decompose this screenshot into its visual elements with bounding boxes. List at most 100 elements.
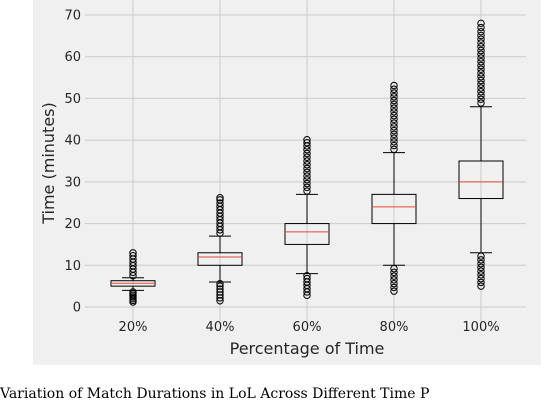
outlier-point [303,138,311,147]
outlier-point [129,288,137,296]
outlier-point [390,100,398,108]
x-tick-labels: 20% 40% 60% 80% 100% [119,320,500,335]
box-iqr [284,223,330,245]
outlier-point [303,187,311,195]
x-tick-label: 80% [380,320,409,335]
y-axis-label: Time (minutes) [39,102,58,225]
figure-caption: Variation of Match Durations in LoL Acro… [0,386,430,400]
outlier-point [477,73,485,81]
outlier-point [216,285,224,293]
outlier-point [390,130,398,139]
outlier-point [303,157,311,165]
outlier-point [477,23,485,32]
outlier-point [390,141,398,150]
outlier-point [477,35,485,43]
outlier-point [477,27,485,36]
x-tick-label: 20% [119,320,148,335]
outlier-point [390,264,398,273]
box-80-percent [371,81,417,295]
outlier-point [390,111,398,120]
y-tick-label: 30 [64,175,81,190]
outlier-point [477,46,485,55]
outlier-point [390,85,398,93]
outlier-point [216,294,224,302]
outlier-point [216,291,224,299]
outlier-point [477,61,485,70]
outlier-point [216,196,224,204]
outlier-point [303,149,311,158]
outlier-point [216,199,224,207]
box-20-percent [110,249,156,306]
outlier-point [390,279,398,288]
y-tick-label: 70 [64,9,81,24]
outlier-point [303,164,311,173]
outlier-point [390,104,398,112]
box-100-percent [458,19,504,290]
outlier-point [477,43,485,51]
outlier-point [477,282,485,290]
outlier-point [129,249,137,257]
boxes [110,19,504,306]
outlier-point [390,115,398,123]
x-tick-label: 40% [206,320,235,335]
box-iqr [371,193,417,225]
outlier-point [477,95,485,103]
outlier-point [390,272,398,280]
outlier-point [216,288,224,296]
y-tick-label: 10 [64,259,81,274]
outlier-point [390,287,398,295]
outlier-point [477,65,485,73]
outlier-point [477,91,485,100]
outlier-point [477,58,485,66]
outlier-point [303,274,311,283]
outlier-point [477,80,485,88]
outlier-point [390,81,398,90]
outlier-point [477,278,485,287]
outlier-point [477,256,485,264]
outlier-point [390,108,398,116]
box-40-percent [197,194,243,305]
outlier-point [477,259,485,268]
y-tick-label: 0 [73,301,81,316]
outlier-point [477,88,485,96]
outlier-point [129,251,137,260]
outlier-point [477,69,485,77]
x-tick-label: 100% [462,320,499,335]
y-tick-label: 20 [64,217,81,232]
outlier-point [303,168,311,176]
outlier-point [216,279,224,288]
outlier-point [477,252,485,260]
outlier-point [390,119,398,127]
outlier-point [477,31,485,40]
box-60-percent [284,136,330,300]
outlier-point [477,84,485,92]
outlier-point [477,274,485,283]
box-iqr [197,252,243,266]
y-tick-label: 50 [64,92,81,107]
outlier-point [390,123,398,131]
outlier-point [303,172,311,180]
outlier-point [303,179,311,188]
outlier-point [303,136,311,144]
outlier-point [477,50,485,58]
box-iqr [458,160,504,200]
outlier-point [390,283,398,292]
x-tick-label: 60% [293,320,322,335]
outlier-point [216,194,224,202]
outlier-point [216,282,224,290]
outlier-point [390,138,398,146]
outlier-point [477,99,485,107]
outlier-point [477,39,485,47]
outlier-point [303,176,311,184]
outlier-point [390,268,398,277]
outlier-point [303,183,311,191]
outlier-point [477,54,485,62]
outlier-point [303,153,311,161]
outlier-point [477,263,485,272]
outlier-point [477,76,485,85]
y-tick-label: 40 [64,134,81,149]
outlier-point [477,267,485,275]
plot-area [85,0,526,322]
y-tick-labels: 0 10 20 30 40 50 60 70 [64,9,81,316]
outlier-point [390,96,398,105]
